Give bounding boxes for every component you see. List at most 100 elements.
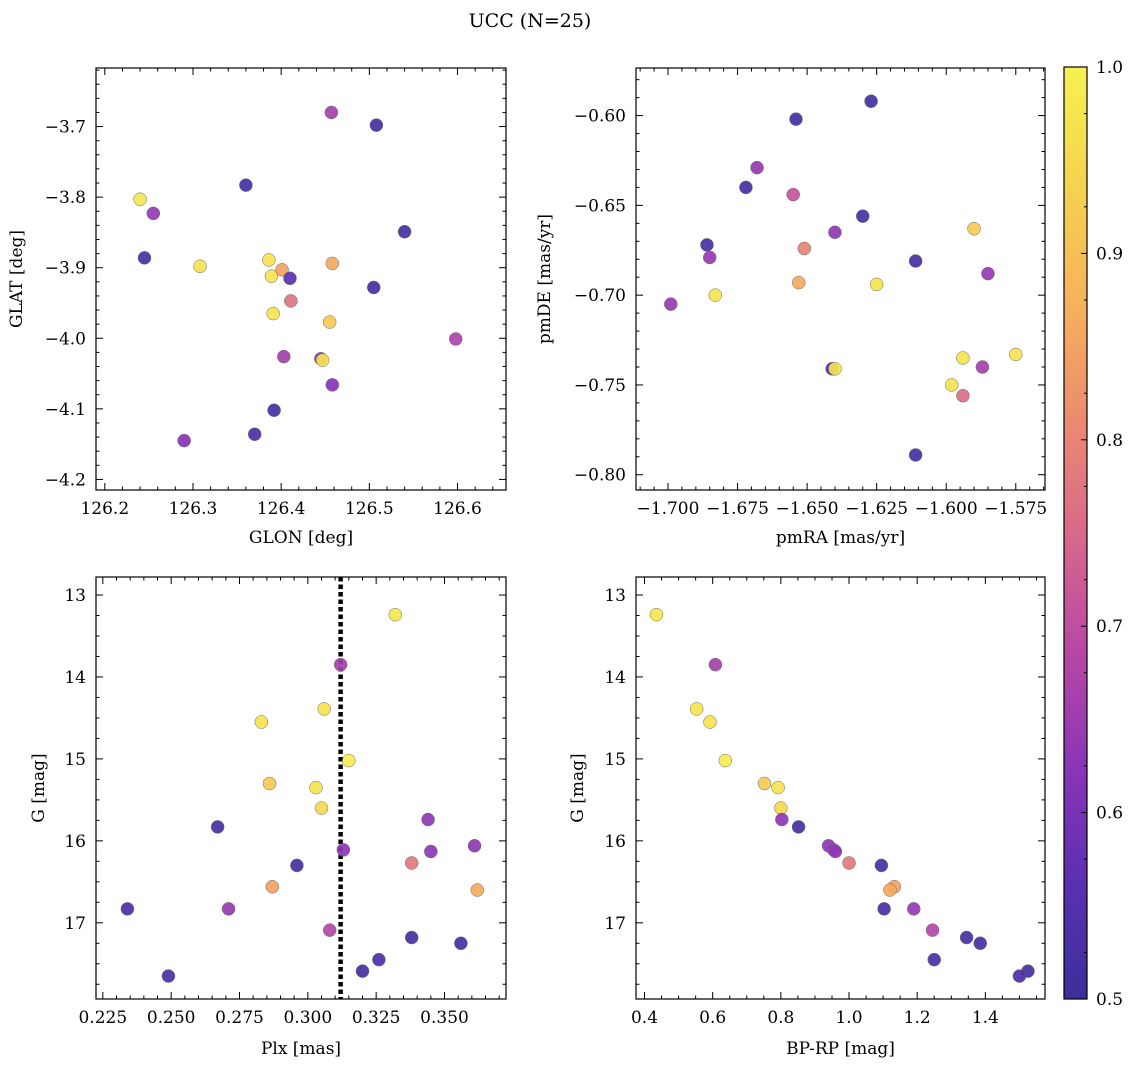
data-point bbox=[1012, 969, 1027, 983]
figure-title: UCC (N=25) bbox=[469, 10, 592, 32]
y-tick-label: −0.60 bbox=[574, 107, 626, 127]
data-point bbox=[210, 820, 225, 834]
data-point bbox=[372, 952, 386, 967]
data-point bbox=[317, 702, 331, 716]
y-tick-label: −0.75 bbox=[574, 376, 626, 396]
y-tick-label: −4.2 bbox=[45, 470, 86, 490]
data-point bbox=[254, 715, 269, 729]
data-point bbox=[262, 253, 276, 267]
data-point bbox=[925, 923, 940, 937]
colorbar: 0.5 0.6 0.7 0.8 0.9 1.0 bbox=[1063, 58, 1123, 1010]
axes-frame bbox=[635, 576, 1046, 1000]
panel-pmra-pmde: −1.700 −1.675 −1.650 −1.625 −1.600 −1.575 −0.8… bbox=[535, 67, 1047, 548]
data-point bbox=[325, 378, 340, 392]
data-point bbox=[283, 271, 297, 286]
y-axis-label: G [mag] bbox=[568, 753, 588, 822]
data-point bbox=[325, 256, 340, 271]
data-point bbox=[247, 427, 262, 442]
data-point bbox=[146, 206, 161, 221]
y-axis-label: pmDE [mas/yr] bbox=[535, 214, 555, 344]
axes-frame bbox=[635, 67, 1046, 491]
data-point bbox=[907, 902, 921, 916]
x-tick-label: −1.700 bbox=[637, 499, 700, 519]
x-tick-label: 0.325 bbox=[352, 1008, 401, 1028]
panels: 126.2 126.3 126.4 126.5 126.6 −4.2 −4.1 −4.0 −3.… bbox=[7, 67, 1047, 1059]
y-tick-label: −3.8 bbox=[45, 188, 86, 208]
colorbar-tick-label: 0.7 bbox=[1096, 617, 1123, 637]
data-point bbox=[967, 221, 981, 236]
y-axis-label: G [mag] bbox=[29, 753, 49, 822]
x-tick-label: 0.225 bbox=[78, 1008, 127, 1028]
data-point bbox=[877, 902, 891, 916]
y-tick-label: −0.80 bbox=[574, 466, 626, 486]
data-point bbox=[828, 362, 842, 376]
data-point bbox=[791, 820, 806, 834]
x-tick-label: 0.6 bbox=[699, 1008, 726, 1028]
points bbox=[120, 607, 485, 983]
data-point bbox=[290, 858, 304, 873]
data-point bbox=[322, 923, 337, 937]
x-tick-label: 0.250 bbox=[147, 1008, 196, 1028]
x-tick-label: 126.2 bbox=[80, 499, 129, 519]
y-tick-label: −0.70 bbox=[574, 286, 626, 306]
x-tick-label: 1.2 bbox=[904, 1008, 931, 1028]
data-point bbox=[864, 94, 878, 108]
y-tick-label: 14 bbox=[604, 668, 626, 688]
data-point bbox=[120, 902, 135, 916]
x-tick-label: −1.600 bbox=[915, 499, 978, 519]
data-point bbox=[314, 801, 329, 815]
data-point bbox=[161, 969, 176, 983]
x-tick-label: −1.675 bbox=[706, 499, 769, 519]
data-point bbox=[264, 269, 279, 283]
x-tick-label: 1.4 bbox=[972, 1008, 999, 1028]
data-point bbox=[404, 856, 419, 870]
data-point bbox=[975, 360, 990, 374]
y-tick-label: −4.1 bbox=[45, 400, 86, 420]
axes-frame bbox=[95, 576, 507, 1000]
data-point bbox=[369, 118, 384, 132]
data-point bbox=[421, 812, 435, 827]
data-point bbox=[959, 930, 974, 945]
data-point bbox=[689, 702, 704, 716]
x-tick-label: −1.575 bbox=[984, 499, 1047, 519]
data-point bbox=[177, 433, 191, 448]
data-point bbox=[708, 288, 723, 302]
data-point bbox=[739, 180, 753, 195]
data-point bbox=[703, 715, 717, 729]
data-point bbox=[750, 160, 764, 175]
panel-glon-glat: 126.2 126.3 126.4 126.5 126.6 −4.2 −4.1 −4.0 −3.… bbox=[7, 67, 507, 548]
data-point bbox=[333, 657, 348, 672]
data-point bbox=[828, 225, 842, 240]
y-tick-label: 14 bbox=[64, 668, 86, 688]
data-point bbox=[424, 844, 438, 859]
points bbox=[133, 105, 463, 448]
colorbar-tick-label: 0.8 bbox=[1096, 431, 1123, 451]
data-point bbox=[874, 858, 889, 873]
data-point bbox=[470, 883, 485, 897]
y-tick-label: −3.7 bbox=[45, 118, 86, 138]
colorbar-tick-label: 1.0 bbox=[1096, 58, 1123, 78]
y-tick-label: 17 bbox=[64, 914, 86, 934]
data-point bbox=[797, 241, 812, 256]
data-point bbox=[1009, 347, 1023, 362]
x-axis-label: BP-RP [mag] bbox=[786, 1039, 895, 1059]
data-point bbox=[133, 192, 147, 207]
data-point bbox=[869, 277, 884, 292]
data-point bbox=[771, 780, 785, 795]
data-point bbox=[775, 812, 789, 827]
x-tick-label: 1.0 bbox=[835, 1008, 862, 1028]
data-point bbox=[448, 332, 463, 346]
data-point bbox=[397, 224, 412, 239]
data-point bbox=[842, 856, 856, 870]
data-point bbox=[277, 349, 291, 364]
data-point bbox=[908, 448, 923, 462]
data-point bbox=[649, 607, 664, 622]
x-tick-label: 126.5 bbox=[345, 499, 394, 519]
data-point bbox=[284, 294, 298, 308]
data-point bbox=[945, 378, 959, 392]
data-point bbox=[342, 753, 356, 768]
data-point bbox=[774, 801, 788, 815]
x-axis-label: pmRA [mas/yr] bbox=[776, 528, 905, 548]
x-tick-label: 126.3 bbox=[169, 499, 218, 519]
